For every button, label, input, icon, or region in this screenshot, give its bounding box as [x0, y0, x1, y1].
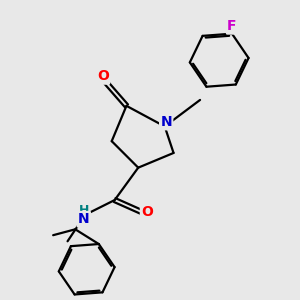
Text: N: N — [160, 115, 172, 129]
Text: F: F — [227, 19, 237, 33]
Text: O: O — [97, 69, 109, 83]
Text: N: N — [78, 212, 90, 226]
Text: H: H — [79, 204, 89, 217]
Text: O: O — [141, 205, 153, 219]
